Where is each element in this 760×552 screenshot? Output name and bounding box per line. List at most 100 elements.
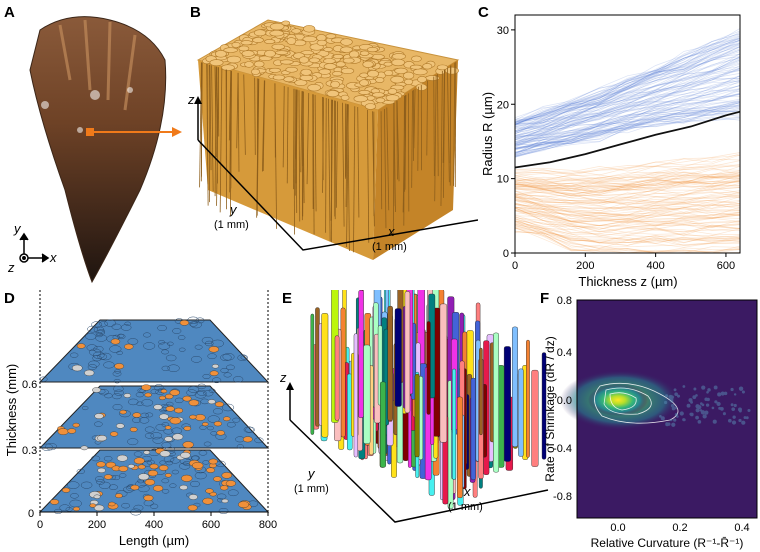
- c-trace-blue: [514, 70, 741, 136]
- c-trace-blue: [514, 118, 741, 158]
- c-ytick-label: 0: [503, 248, 509, 260]
- panel-letter-f: F: [540, 290, 550, 307]
- c-trace-orange: [514, 207, 741, 220]
- c-trace-blue: [514, 109, 741, 155]
- c-trace-orange: [514, 210, 741, 231]
- c-trace-orange: [514, 217, 741, 235]
- c-trace-orange: [514, 223, 741, 244]
- c-trace-blue: [514, 56, 741, 133]
- c-trace-orange: [514, 187, 741, 201]
- c-trace-blue: [514, 56, 741, 136]
- c-trace-blue: [514, 67, 741, 138]
- c-trace-orange: [514, 225, 741, 246]
- c-trace-blue: [514, 40, 741, 125]
- axis-triad: [19, 232, 50, 263]
- c-trace-blue: [514, 49, 741, 128]
- c-trace-orange: [514, 180, 740, 192]
- c-trace-orange: [514, 203, 741, 222]
- c-trace-blue: [514, 35, 741, 126]
- c-trace-orange: [514, 180, 741, 196]
- c-trace-orange: [514, 167, 741, 187]
- c-trace-orange: [514, 203, 741, 217]
- c-trace-blue: [514, 62, 741, 138]
- e-x-label: x: [463, 484, 471, 499]
- c-trace-orange: [514, 195, 741, 210]
- c-trace-blue: [514, 85, 741, 146]
- c-trace-orange: [514, 171, 741, 188]
- c-trace-blue: [514, 45, 741, 125]
- c-trace-blue: [514, 37, 741, 120]
- c-xtick-label: 600: [717, 260, 735, 272]
- panel-letter-a: A: [4, 4, 15, 21]
- c-trace-orange: [514, 222, 741, 244]
- c-trace-orange: [514, 179, 741, 199]
- c-trace-orange: [514, 176, 740, 191]
- c-trace-blue: [514, 102, 741, 154]
- c-trace-orange: [514, 223, 741, 247]
- c-xlabel: Thickness z (µm): [578, 274, 677, 289]
- c-trace-orange: [514, 200, 741, 220]
- c-trace-blue: [514, 58, 741, 135]
- c-trace-blue: [514, 53, 741, 127]
- c-trace-blue: [514, 80, 741, 147]
- c-trace-blue: [514, 53, 741, 135]
- c-trace-orange: [514, 210, 741, 224]
- c-trace-blue: [514, 46, 741, 132]
- c-trace-orange: [514, 165, 741, 185]
- c-trace-blue: [514, 75, 741, 137]
- c-trace-orange: [514, 194, 741, 210]
- d-ylabel: Thickness (mm): [4, 364, 19, 456]
- c-trace-orange: [514, 214, 741, 237]
- panel-letter-c: C: [478, 4, 489, 21]
- c-trace-blue: [514, 37, 741, 123]
- b-x-label: x: [387, 224, 395, 239]
- c-trace-blue: [514, 31, 741, 124]
- c-trace-blue: [514, 70, 741, 134]
- c-trace-orange: [514, 191, 741, 205]
- f-xlabel: Relative Curvature (R⁻¹-R̄⁻¹): [591, 536, 744, 550]
- c-trace-blue: [514, 105, 741, 150]
- c-trace-blue: [514, 79, 741, 145]
- b-y-label: y: [229, 202, 238, 217]
- panel-letter-b: B: [190, 4, 201, 21]
- c-trace-orange: [514, 224, 741, 243]
- c-trace-blue: [514, 98, 741, 146]
- c-trace-blue: [514, 51, 741, 133]
- c-trace-orange: [514, 179, 741, 196]
- c-trace-orange: [514, 173, 741, 191]
- c-trace-orange: [514, 220, 741, 244]
- c-trace-blue: [514, 75, 741, 138]
- c-trace-orange: [514, 190, 741, 204]
- c-trace-blue: [514, 40, 741, 121]
- c-trace-orange: [514, 185, 741, 196]
- c-trace-orange: [514, 206, 741, 225]
- c-trace-blue: [514, 101, 741, 155]
- c-trace-orange: [514, 215, 741, 228]
- c-trace-blue: [514, 30, 741, 125]
- c-trace-blue: [514, 112, 741, 151]
- c-mean-line: [514, 110, 741, 169]
- c-trace-orange: [514, 210, 741, 232]
- c-trace-blue: [514, 116, 741, 157]
- c-trace-blue: [514, 102, 741, 150]
- c-trace-blue: [514, 117, 741, 153]
- panel-letter-e: E: [282, 290, 293, 307]
- c-xtick-label: 200: [576, 260, 594, 272]
- c-trace-orange: [514, 194, 741, 204]
- c-trace-blue: [514, 44, 741, 124]
- c-trace-orange: [514, 203, 741, 221]
- c-trace-blue: [514, 101, 741, 149]
- c-trace-orange: [514, 205, 741, 219]
- panel-b-prism-block: z y (1 mm) x (1 mm): [188, 19, 478, 260]
- d-xtick-label: 800: [259, 519, 277, 531]
- c-trace-orange: [514, 227, 741, 254]
- c-trace-orange: [514, 187, 741, 203]
- c-trace-blue: [514, 46, 741, 128]
- c-trace-blue: [514, 94, 741, 146]
- c-trace-orange: [514, 209, 741, 223]
- f-xtick-04: 0.4: [734, 522, 749, 534]
- c-trace-orange: [514, 177, 741, 189]
- panel-c-chart: 0 200 400 600 0 10 20 30 Thickness z (µm) Radiu…: [480, 14, 741, 289]
- c-trace-orange: [514, 163, 741, 181]
- c-trace-orange: [514, 196, 741, 212]
